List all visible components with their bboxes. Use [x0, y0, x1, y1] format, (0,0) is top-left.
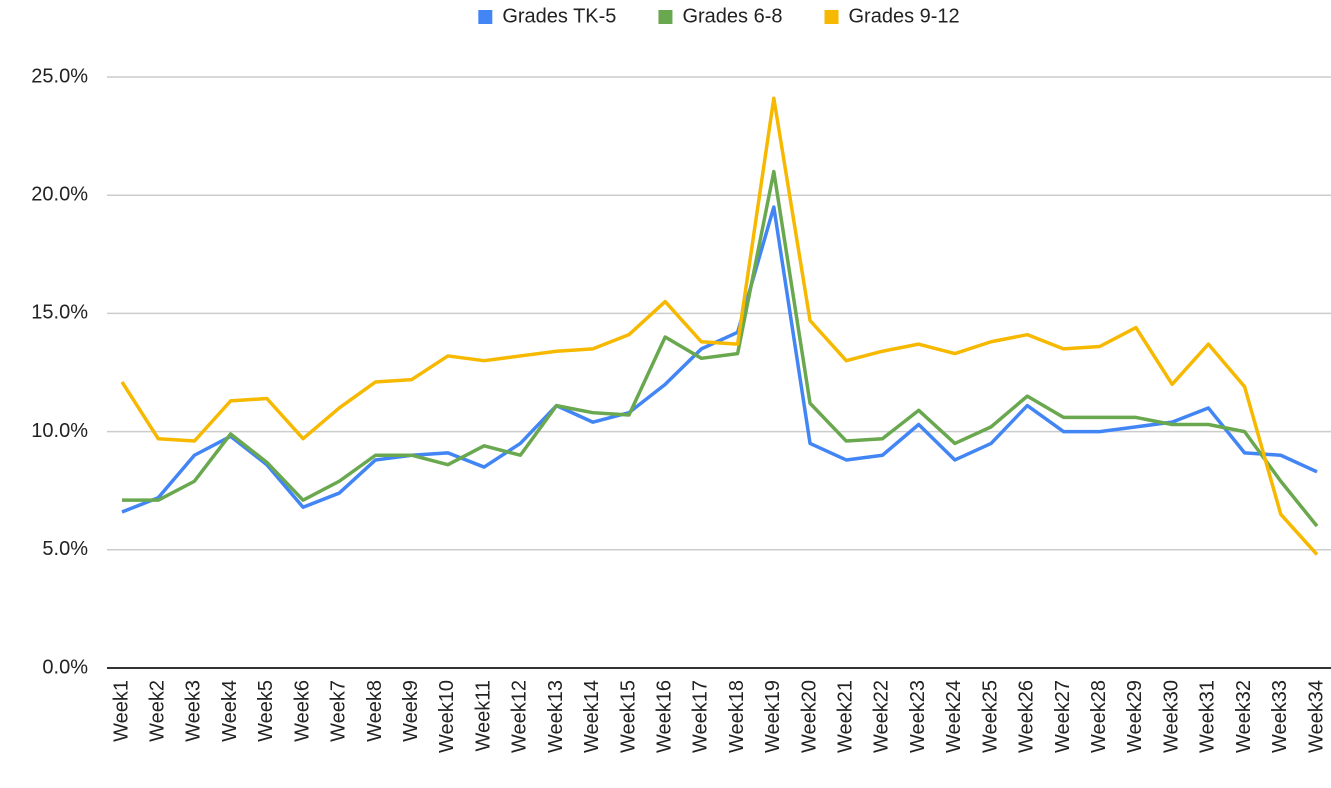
legend-label: Grades 9-12: [849, 5, 960, 27]
x-tick-label: Week3: [183, 680, 205, 742]
legend-swatch: [824, 10, 839, 24]
x-tick-label: Week33: [1269, 680, 1291, 753]
x-tick-label: Week32: [1233, 680, 1255, 753]
legend-label: Grades 6-8: [682, 5, 782, 27]
series-line: [120, 96, 1319, 556]
x-tick-label: Week31: [1197, 680, 1219, 753]
x-tick-label: Week34: [1305, 680, 1327, 753]
series-line: [121, 205, 1318, 514]
x-tick-label: Week17: [690, 680, 712, 753]
x-tick-label: Week12: [509, 680, 531, 753]
y-tick-label: 25.0%: [31, 65, 88, 87]
x-tick-label: Week30: [1160, 680, 1182, 753]
series-line: [122, 169, 1319, 528]
y-tick-label: 0.0%: [42, 656, 88, 678]
x-tick-label: Week2: [146, 680, 168, 742]
x-tick-label: Week7: [328, 680, 350, 742]
x-tick-label: Week8: [364, 680, 386, 742]
x-tick-label: Week20: [798, 680, 820, 753]
x-tick-label: Week5: [255, 680, 277, 742]
x-tick-label: Week1: [110, 680, 132, 742]
y-tick-label: 15.0%: [31, 302, 88, 324]
x-tick-label: Week4: [219, 680, 241, 742]
x-tick-label: Week21: [835, 680, 857, 753]
x-tick-label: Week10: [436, 680, 458, 753]
x-tick-label: Week28: [1088, 680, 1110, 753]
x-tick-label: Week15: [617, 680, 639, 753]
x-tick-label: Week27: [1052, 680, 1074, 753]
x-tick-label: Week26: [1016, 680, 1038, 753]
x-tick-label: Week25: [979, 680, 1001, 753]
x-tick-label: Week16: [653, 680, 675, 753]
x-tick-label: Week11: [472, 680, 494, 752]
legend-swatch: [478, 10, 493, 24]
x-tick-label: Week24: [943, 680, 965, 753]
x-tick-label: Week18: [726, 680, 748, 753]
y-tick-label: 20.0%: [31, 183, 88, 205]
x-tick-label: Week22: [871, 680, 893, 753]
x-tick-label: Week23: [907, 680, 929, 753]
x-tick-label: Week6: [291, 680, 313, 742]
x-tick-label: Week29: [1124, 680, 1146, 753]
x-tick-label: Week9: [400, 680, 422, 742]
legend-swatch: [658, 10, 673, 24]
y-tick-label: 10.0%: [31, 420, 88, 442]
y-tick-label: 5.0%: [42, 538, 88, 560]
x-tick-label: Week14: [581, 680, 603, 753]
x-tick-label: Week19: [762, 680, 784, 753]
x-tick-label: Week13: [545, 680, 567, 753]
legend-label: Grades TK-5: [502, 5, 616, 27]
